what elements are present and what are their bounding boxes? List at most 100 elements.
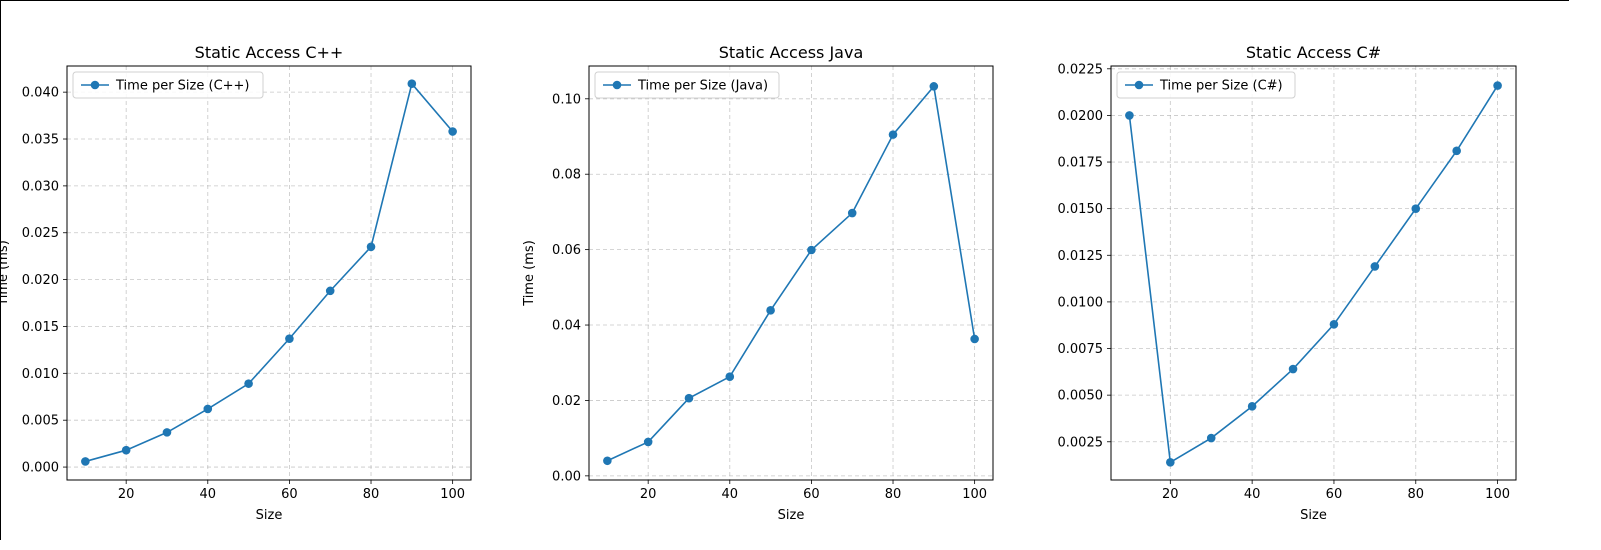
x-tick-label: 100: [962, 487, 987, 502]
data-point: [121, 445, 131, 455]
x-axis-label: Size: [1300, 508, 1327, 523]
legend-marker: [612, 80, 622, 90]
y-axis-label: Time (ms): [0, 240, 11, 307]
series-line: [1128, 85, 1499, 464]
legend: Time per Size (Java): [594, 71, 780, 99]
data-point: [847, 208, 857, 218]
series-line: [85, 82, 454, 463]
y-tick-label: 0.08: [552, 168, 581, 183]
y-tick-label: 0.025: [22, 226, 59, 241]
legend-label: Time per Size (C++): [115, 79, 250, 94]
x-axis-label: Size: [256, 508, 283, 523]
grid: [589, 66, 993, 480]
y-tick-label: 0.0025: [1058, 435, 1104, 450]
series-1: [603, 82, 979, 466]
x-tick-label: 20: [1162, 487, 1179, 502]
legend: Time per Size (C++): [72, 71, 264, 99]
y-tick-label: 0.0225: [1058, 62, 1104, 77]
series-line: [607, 84, 976, 462]
y-tick-label: 0.10: [552, 92, 581, 107]
y-tick-label: 0.0150: [1058, 202, 1104, 217]
x-tick-label: 80: [1407, 487, 1424, 502]
figure-frame: [0, 0, 1569, 540]
data-point: [807, 245, 816, 255]
data-point: [203, 404, 213, 414]
legend-marker: [90, 80, 100, 90]
data-point: [1411, 204, 1421, 213]
y-tick-label: 0.010: [22, 367, 59, 382]
y-tick-label: 0.000: [22, 461, 59, 476]
x-tick-label: 60: [281, 487, 298, 502]
data-point: [285, 334, 294, 343]
data-point: [1370, 262, 1380, 271]
y-tick-label: 0.0100: [1058, 295, 1104, 310]
y-tick-label: 0.00: [552, 469, 581, 484]
y-tick-label: 0.040: [22, 86, 59, 101]
y-tick-label: 0.015: [22, 320, 59, 335]
plot-area-frame: [66, 65, 472, 481]
legend-box: [1116, 71, 1296, 99]
x-tick-label: 60: [1326, 487, 1343, 502]
data-point: [162, 428, 172, 437]
y-tick-label: 0.035: [22, 133, 59, 148]
data-point: [1493, 81, 1502, 90]
x-tick-label: 20: [118, 487, 135, 502]
legend-label: Time per Size (C#): [1159, 79, 1283, 94]
x-tick-label: 40: [722, 487, 739, 502]
data-point: [643, 437, 653, 447]
data-point: [448, 127, 457, 136]
data-point: [366, 242, 376, 252]
subplot-2: 20 40 60 80 100 0.00 0.02 0.04 0.06 0.08 0.10 Stati…: [522, 43, 994, 523]
chart-title: Static Access C#: [1246, 43, 1381, 62]
y-tick-label: 0.06: [552, 243, 581, 258]
y-tick-label: 0.0175: [1058, 156, 1104, 171]
x-tick-label: 80: [363, 487, 380, 502]
series-1: [81, 79, 457, 466]
chart-title: Static Access C++: [195, 43, 344, 62]
data-point: [1166, 457, 1175, 467]
x-tick-label: 80: [885, 487, 902, 502]
data-point: [244, 379, 253, 388]
x-tick-label: 40: [1244, 487, 1261, 502]
data-point: [766, 306, 775, 315]
data-point: [725, 372, 735, 381]
data-point: [407, 79, 417, 89]
legend-marker: [1134, 80, 1144, 90]
x-tick-label: 100: [1485, 487, 1510, 502]
data-point: [929, 82, 939, 91]
data-point: [1452, 146, 1461, 156]
legend: Time per Size (C#): [1116, 71, 1296, 99]
chart-title: Static Access Java: [719, 43, 864, 62]
x-tick-label: 20: [640, 487, 657, 502]
data-point: [325, 286, 335, 296]
y-tick-label: 0.02: [552, 394, 581, 409]
y-tick-label: 0.0200: [1058, 109, 1104, 124]
grid: [67, 66, 471, 480]
data-point: [1206, 433, 1216, 443]
data-point: [684, 393, 694, 403]
data-point: [1329, 319, 1339, 329]
x-tick-label: 40: [200, 487, 217, 502]
y-tick-label: 0.020: [22, 273, 59, 288]
y-tick-label: 0.0075: [1058, 342, 1104, 357]
data-point: [81, 457, 90, 466]
data-point: [1247, 402, 1257, 411]
y-tick-label: 0.04: [552, 319, 581, 334]
legend-label: Time per Size (Java): [637, 79, 768, 94]
legend-box: [594, 71, 780, 99]
y-tick-label: 0.0125: [1058, 249, 1104, 264]
legend-box: [72, 71, 264, 99]
y-tick-label: 0.030: [22, 179, 59, 194]
data-point: [1288, 364, 1298, 374]
plot-area-frame: [1110, 65, 1517, 481]
data-point: [888, 130, 898, 139]
subplot-3: 20 40 60 80 100 0.0025 0.0050 0.0075 0.0100 0.012…: [1058, 43, 1517, 523]
x-tick-label: 60: [803, 487, 820, 502]
data-point: [970, 334, 979, 344]
x-axis-label: Size: [778, 508, 805, 523]
data-point: [603, 456, 612, 466]
y-tick-label: 0.005: [22, 414, 59, 429]
x-tick-label: 100: [440, 487, 465, 502]
series-1: [1125, 81, 1502, 467]
